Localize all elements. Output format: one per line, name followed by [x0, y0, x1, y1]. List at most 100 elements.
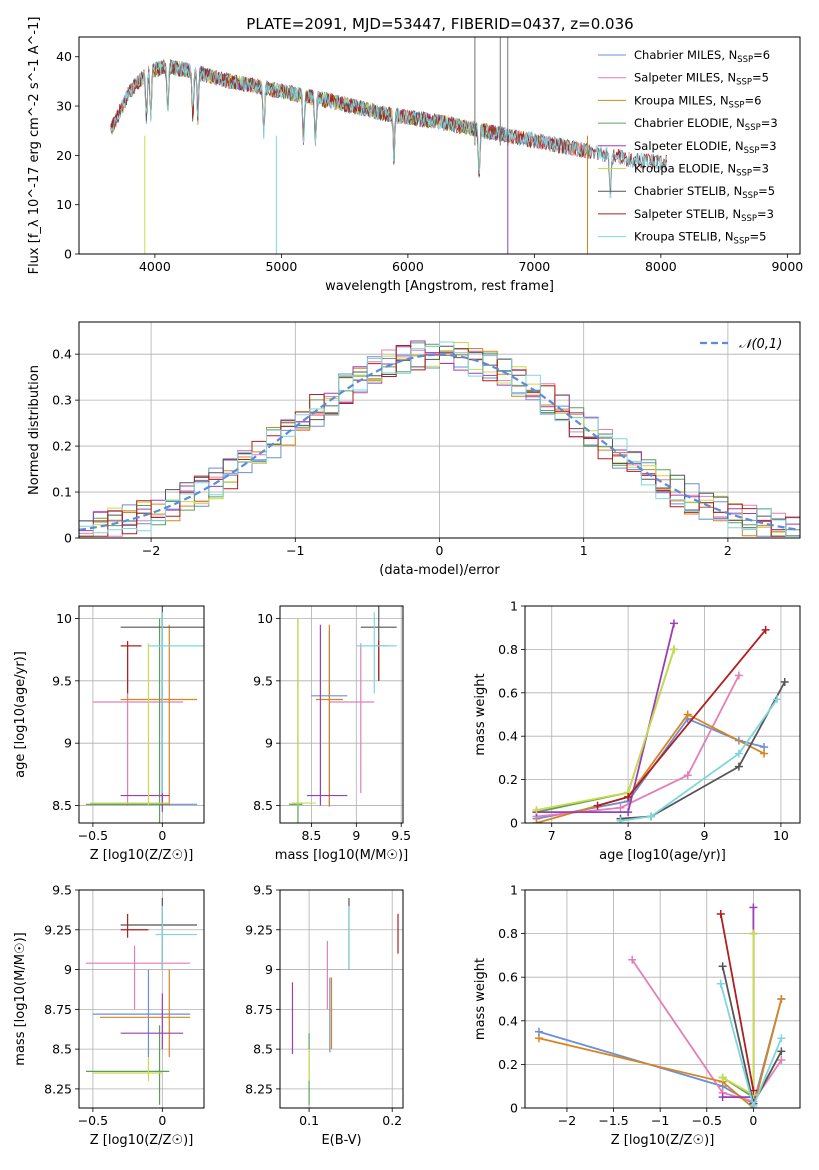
- legend-label-text: Salpeter MILES, N: [634, 71, 736, 85]
- axes-frame: [279, 889, 404, 1109]
- x-axis-label: wavelength [Angstrom, rest frame]: [325, 279, 554, 294]
- legend-label-sub: SSP: [742, 191, 758, 201]
- weight-line: [620, 681, 786, 820]
- x-tick-label: 10: [773, 828, 789, 843]
- plot-area-spectrum: [110, 37, 668, 254]
- legend-label-tail: =3: [760, 139, 777, 153]
- y-tick-label: 10: [56, 611, 72, 626]
- legend-label-tail: =6: [744, 93, 761, 107]
- legend-label-sub: SSP: [741, 214, 757, 224]
- y-tick-label: 0: [64, 531, 72, 546]
- y-tick-label: 0.8: [498, 642, 518, 657]
- y-tick-label: 0.3: [52, 393, 72, 408]
- legend-label-tail: =5: [752, 71, 769, 85]
- x-axis-label: Z [log10(Z/Z☉)]: [611, 1133, 715, 1148]
- histogram-step: [79, 345, 800, 537]
- weight-line: [722, 933, 755, 1097]
- plot-layer: 4000 5000 6000 7000 8000 9000010203040wavelen…: [13, 17, 803, 1148]
- x-tick-label: −0.5: [78, 1113, 108, 1128]
- x-tick-label: −0.5: [78, 828, 108, 843]
- y-tick-label: 0.4: [498, 729, 518, 744]
- legend-label-tail: =3: [752, 162, 769, 176]
- y-tick-label: 8.5: [253, 1042, 273, 1057]
- y-tick-label: 0.1: [52, 485, 72, 500]
- x-tick-label: 2: [724, 543, 732, 558]
- plot-area-mass_weight_vs_Z: [534, 903, 786, 1108]
- legend-label-text: Salpeter ELODIE, N: [634, 139, 744, 153]
- y-tick-label: 8.75: [245, 1002, 273, 1017]
- y-tick-label: 20: [56, 148, 72, 163]
- x-tick-label: 8000: [645, 259, 677, 274]
- legend-label: Kroupa STELIB, NSSP=5: [634, 230, 766, 247]
- axes-frame: [524, 889, 801, 1109]
- legend-label-tail: =6: [753, 48, 770, 62]
- y-tick-label: 8.5: [52, 1042, 72, 1057]
- y-tick-label: 9.5: [253, 673, 273, 688]
- y-tick-label: 9: [265, 962, 273, 977]
- plot-area-residual_histogram: [79, 340, 800, 537]
- weight-line: [536, 623, 675, 813]
- x-tick-label: 0: [158, 828, 166, 843]
- x-tick-label: −2: [558, 1113, 576, 1128]
- x-tick-label: 0: [158, 1113, 166, 1128]
- y-tick-label: 9.25: [44, 922, 72, 937]
- legend-label-sub: SSP: [745, 123, 761, 133]
- legend-label-text: Kroupa STELIB, N: [634, 230, 734, 244]
- y-axis-label: Normed distribution: [27, 365, 42, 495]
- y-tick-label: 8.25: [44, 1081, 72, 1096]
- y-tick-label: 10: [56, 197, 72, 212]
- x-axis-label: age [log10(age/yr)]: [599, 848, 726, 863]
- plot-area-mass_vs_Z: [85, 897, 198, 1105]
- x-tick-label: 9: [701, 828, 709, 843]
- y-tick-label: 40: [56, 49, 72, 64]
- y-tick-label: 0.6: [498, 970, 518, 985]
- y-axis-label: Flux [f_λ 10^-17 erg cm^-2 s^-1 A^-1]: [27, 17, 42, 275]
- x-axis-label: E(B-V): [321, 1133, 361, 1148]
- legend-label: Chabrier STELIB, NSSP=5: [634, 184, 775, 201]
- legend-label-text: Kroupa MILES, N: [634, 93, 729, 107]
- weight-line: [722, 933, 755, 1099]
- x-tick-label: 7000: [518, 259, 550, 274]
- x-tick-label: 8: [624, 828, 632, 843]
- axes-mass_weight_vs_age: 7 8 9 10 0 0.2 0.4 0.6 0.8 1 age [log10(age/yr)] ma…: [473, 599, 801, 863]
- plot-area-age_vs_mass: [288, 606, 397, 823]
- axes-frame: [78, 36, 801, 255]
- axes-age_vs_Z: −0.5 0 8.5 9 9.5 10 Z [log10(Z/Z☉)] age [log10(…: [13, 605, 205, 863]
- legend-label-sub: SSP: [736, 78, 752, 88]
- y-tick-label: 0: [64, 247, 72, 262]
- x-tick-label: −1: [651, 1113, 669, 1128]
- legend-label: Salpeter ELODIE, NSSP=3: [634, 139, 777, 156]
- legend-label: Kroupa ELODIE, NSSP=3: [634, 162, 769, 179]
- axes-frame: [78, 605, 205, 824]
- legend-label: Salpeter MILES, NSSP=5: [634, 71, 769, 88]
- spectrum-line: [110, 60, 668, 199]
- x-tick-label: 4000: [139, 259, 171, 274]
- y-axis-label: age [log10(age/yr)]: [13, 651, 28, 778]
- weight-line: [620, 698, 778, 822]
- x-tick-label: 7: [548, 828, 556, 843]
- axes-mass_vs_Z: −0.5 0 8.25 8.5 8.75 9 9.25 9.5 Z [log10(Z/Z☉)] m…: [13, 883, 205, 1148]
- x-tick-label: 9.5: [391, 828, 411, 843]
- x-tick-label: 9: [352, 828, 360, 843]
- x-tick-label: 6000: [392, 259, 424, 274]
- y-tick-label: 1: [510, 599, 518, 614]
- y-tick-label: 9.25: [245, 922, 273, 937]
- weight-line: [536, 674, 740, 818]
- legend-label: Salpeter STELIB, NSSP=3: [634, 207, 774, 224]
- y-tick-label: 8.5: [52, 798, 72, 813]
- x-tick-label: −1.5: [598, 1113, 628, 1128]
- legend-label-tail: =3: [757, 207, 774, 221]
- x-tick-label: −0.5: [692, 1113, 722, 1128]
- y-tick-label: 9.5: [52, 883, 72, 898]
- x-tick-label: 0: [436, 543, 444, 558]
- legend-label-text: Chabrier STELIB, N: [634, 184, 742, 198]
- y-tick-label: 0.6: [498, 685, 518, 700]
- axes-mass_vs_ebv: 0.1 0.2 8.25 8.5 8.75 9 9.25 9.5 E(B-V): [245, 883, 404, 1148]
- x-axis-label: (data-model)/error: [379, 563, 500, 578]
- legend-label: Chabrier ELODIE, NSSP=3: [634, 116, 778, 133]
- x-axis-label: mass [log10(M/M☉)]: [275, 848, 408, 863]
- y-tick-label: 0.2: [498, 1057, 518, 1072]
- y-tick-label: 9: [64, 736, 72, 751]
- histogram-step: [79, 341, 800, 537]
- x-axis-label: Z [log10(Z/Z☉)]: [90, 1133, 194, 1148]
